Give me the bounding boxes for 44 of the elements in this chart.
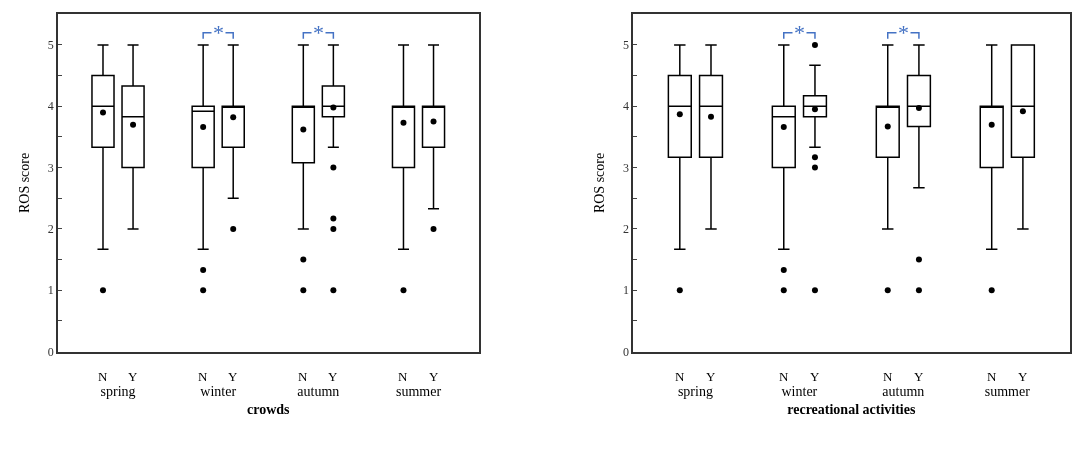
y-tick-label: 1 (622, 283, 629, 298)
annotation: * (313, 20, 324, 45)
y-tick-label: 3 (47, 160, 54, 175)
y-tick-label: 0 (622, 344, 629, 359)
x-tick-label: spring (677, 384, 713, 400)
text: Y (328, 369, 338, 384)
text: Y (128, 369, 138, 384)
text: N (98, 369, 108, 384)
annotation: * (794, 20, 805, 45)
text: Y (914, 369, 924, 384)
text: N (883, 369, 893, 384)
text: N (398, 369, 408, 384)
text: Y (1018, 369, 1028, 384)
text: N (198, 369, 208, 384)
y-tick-label: 2 (47, 222, 54, 237)
x-tick-label: winter (781, 384, 818, 400)
x-axis-title: crowds (247, 401, 291, 417)
text: Y (706, 369, 716, 384)
y-axis-title: ROS score (16, 152, 32, 214)
y-tick-label: 5 (622, 38, 629, 53)
y-tick-label: 1 (47, 283, 54, 298)
text: Y (429, 369, 439, 384)
y-tick-label: 2 (622, 222, 629, 237)
y-tick-label: 3 (622, 160, 629, 175)
text: N (675, 369, 685, 384)
y-tick-label: 4 (47, 99, 54, 114)
text: N (298, 369, 308, 384)
x-tick-label: summer (395, 384, 442, 400)
x-tick-label: summer (984, 384, 1031, 400)
y-axis-title: ROS score (591, 152, 607, 214)
y-tick-label: 0 (47, 344, 54, 359)
annotation: * (213, 20, 224, 45)
annotation: * (898, 20, 909, 45)
x-tick-label: winter (200, 384, 237, 400)
x-axis-title: recreational activities (787, 401, 916, 417)
x-tick-label: autumn (882, 384, 925, 400)
text: Y (228, 369, 238, 384)
text: N (779, 369, 789, 384)
y-tick-label: 5 (47, 38, 54, 53)
x-tick-label: spring (100, 384, 136, 400)
text: N (987, 369, 997, 384)
text: Y (810, 369, 820, 384)
x-tick-label: autumn (297, 384, 340, 400)
y-tick-label: 4 (622, 99, 629, 114)
